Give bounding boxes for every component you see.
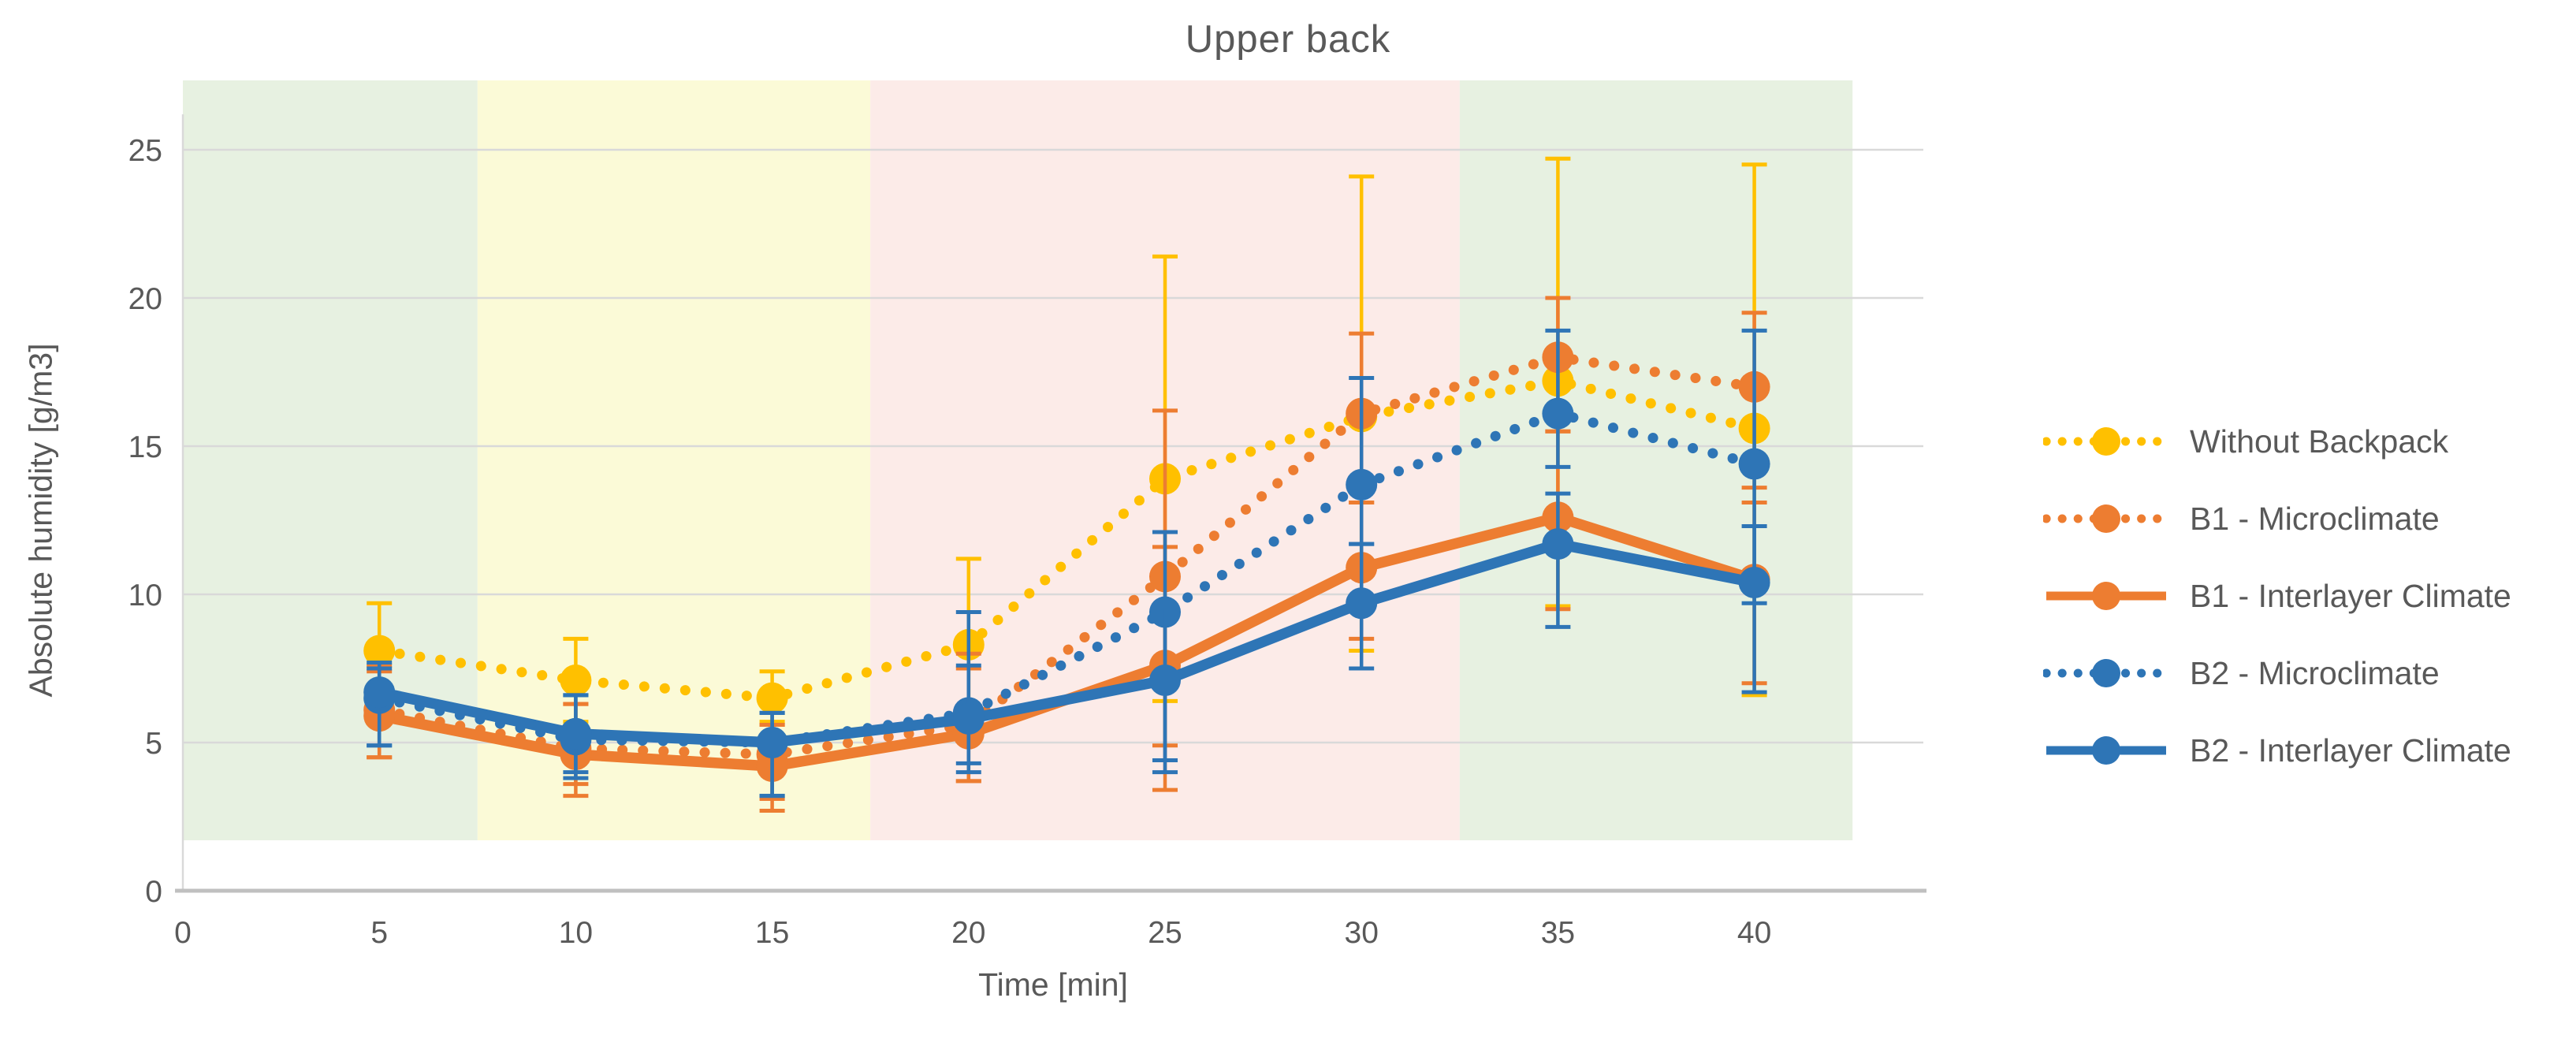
data-point-marker bbox=[560, 665, 592, 697]
legend-series-marker-icon bbox=[2043, 659, 2169, 687]
y-tick-label: 5 bbox=[145, 727, 162, 761]
data-point-marker bbox=[1738, 566, 1770, 598]
data-point-marker bbox=[952, 702, 985, 735]
data-point-marker bbox=[1346, 468, 1378, 501]
x-tick-label: 30 bbox=[1345, 916, 1379, 950]
series-b2-interlayer-climate bbox=[363, 491, 1770, 799]
x-tick-label: 10 bbox=[559, 916, 593, 950]
y-tick-label: 15 bbox=[128, 430, 162, 464]
tick-labels: 0 5 10 15 20 25 0 5 10 15 20 25 30 35 40 bbox=[128, 134, 1772, 950]
x-tick-label: 25 bbox=[1148, 916, 1182, 950]
data-point-marker bbox=[1542, 397, 1574, 430]
y-tick-label: 20 bbox=[128, 282, 162, 316]
phase-band bbox=[1459, 80, 1853, 840]
data-point-marker bbox=[756, 682, 788, 714]
x-tick-label: 15 bbox=[755, 916, 789, 950]
x-tick-label: 35 bbox=[1541, 916, 1575, 950]
data-point-marker bbox=[1149, 665, 1181, 697]
legend-label: B1 - Interlayer Climate bbox=[2190, 577, 2511, 614]
data-point-marker bbox=[363, 676, 396, 709]
data-point-marker bbox=[560, 717, 592, 750]
y-tick-label: 25 bbox=[128, 134, 162, 168]
legend: Without Backpack B1 - Microclimate B1 - … bbox=[2043, 423, 2511, 769]
legend-item-4: B2 - Microclimate bbox=[2043, 655, 2511, 691]
legend-item-3: B1 - Interlayer Climate bbox=[2043, 578, 2511, 614]
x-tick-label: 20 bbox=[951, 916, 985, 950]
axes-and-grid bbox=[175, 114, 1926, 893]
legend-series-marker-icon bbox=[2046, 582, 2166, 610]
phase-band bbox=[183, 80, 478, 840]
legend-label: Without Backpack bbox=[2190, 423, 2449, 460]
data-point-marker bbox=[1738, 448, 1770, 480]
data-point-marker bbox=[756, 727, 788, 758]
legend-label: B1 - Microclimate bbox=[2190, 500, 2440, 537]
legend-series-marker-icon bbox=[2043, 504, 2169, 533]
data-point-marker bbox=[363, 635, 396, 667]
x-axis-title: Time [min] bbox=[978, 966, 1128, 1003]
chart-title: Upper back bbox=[1185, 18, 1391, 61]
y-tick-label: 10 bbox=[128, 579, 162, 612]
legend-label: B2 - Microclimate bbox=[2190, 654, 2440, 691]
x-tick-label: 40 bbox=[1737, 916, 1771, 950]
data-point-marker bbox=[1346, 587, 1378, 620]
legend-series-marker-icon bbox=[2043, 427, 2169, 456]
phase-band bbox=[477, 80, 871, 840]
legend-item-1: Without Backpack bbox=[2043, 423, 2511, 460]
data-point-marker bbox=[1542, 528, 1574, 560]
legend-label: B2 - Interlayer Climate bbox=[2190, 732, 2511, 769]
legend-item-5: B2 - Interlayer Climate bbox=[2043, 732, 2511, 769]
legend-item-2: B1 - Microclimate bbox=[2043, 501, 2511, 537]
series-line bbox=[378, 538, 1755, 748]
x-tick-label: 5 bbox=[370, 916, 388, 950]
series-line bbox=[374, 352, 1760, 760]
x-tick-label: 0 bbox=[174, 916, 192, 950]
legend-series-marker-icon bbox=[2046, 736, 2166, 765]
y-tick-label: 0 bbox=[145, 875, 162, 909]
